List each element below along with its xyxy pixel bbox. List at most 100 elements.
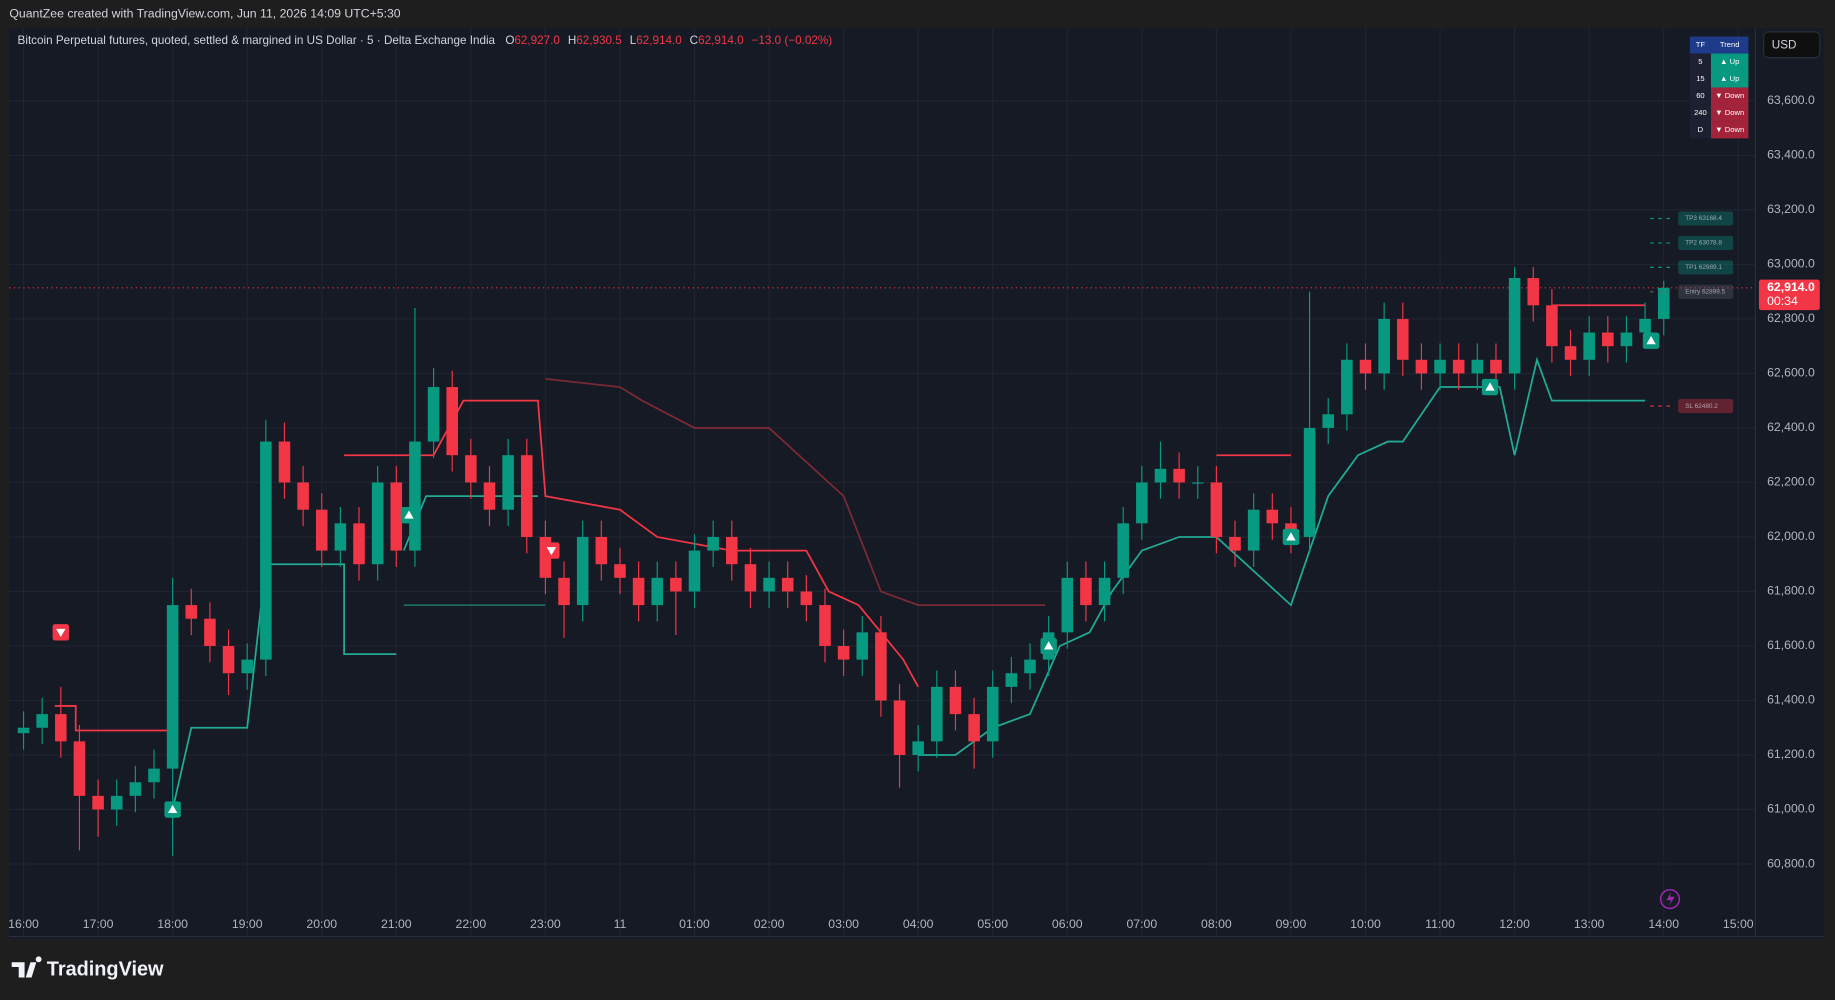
chart-panel <box>9 28 1824 939</box>
last-price-tag <box>1758 279 1820 311</box>
candle-body <box>800 591 813 606</box>
x-tick-label: 11 <box>614 917 627 931</box>
candle-body <box>55 714 67 742</box>
candle-body <box>465 455 477 483</box>
x-tick-label: 11:00 <box>1425 917 1455 931</box>
candle-body <box>781 577 794 592</box>
candle-body <box>1397 318 1409 360</box>
candle-body <box>1471 359 1484 374</box>
x-tick-label: 18:00 <box>157 917 188 931</box>
candle-body <box>1434 359 1446 374</box>
candle-body <box>185 605 198 619</box>
x-tick-label: 13:00 <box>1574 917 1605 931</box>
table-header: Trend <box>1720 40 1740 49</box>
credit: QuantZee created with TradingView.com, J… <box>9 7 400 21</box>
candle-body <box>1452 359 1465 374</box>
candle-body <box>1359 359 1372 374</box>
x-tick-label: 03:00 <box>828 917 859 931</box>
symbol: Bitcoin Perpetual futures, quoted, settl… <box>18 34 496 47</box>
l-value: 62,914.0 <box>636 34 682 47</box>
candle-body <box>744 564 757 592</box>
level-label-box <box>1678 211 1734 226</box>
candle-body <box>1191 482 1204 484</box>
candle-body <box>1583 332 1595 360</box>
y-tick-label: 63,600.0 <box>1767 93 1815 107</box>
signal-arrow <box>1043 641 1054 650</box>
candle-body <box>92 795 104 810</box>
candle-body <box>390 482 403 551</box>
alert-icon[interactable] <box>1659 888 1681 910</box>
candle-body <box>632 577 645 606</box>
candle-body <box>260 441 272 660</box>
y-tick-label: 62,400.0 <box>1767 420 1815 434</box>
c-value: 62,914.0 <box>698 34 744 47</box>
x-tick-label: 12:00 <box>1499 917 1530 931</box>
legend: Bitcoin Perpetual futures, quoted, settl… <box>18 34 833 47</box>
last-price-label: 62,914.0 <box>1767 280 1815 294</box>
x-tick-label: 04:00 <box>903 917 934 931</box>
candle-body <box>931 686 943 742</box>
y-tick-label: 62,800.0 <box>1767 311 1815 325</box>
candle-body <box>819 605 831 646</box>
candle-body <box>1527 278 1540 306</box>
candle-body <box>1136 482 1148 524</box>
signal-arrow <box>1485 382 1495 391</box>
candle-body <box>278 441 291 483</box>
table-tf: 60 <box>1696 91 1704 100</box>
candle-body <box>1173 468 1185 483</box>
x-tick-label: 23:00 <box>530 917 561 931</box>
x-tick-label: 20:00 <box>306 917 337 931</box>
x-tick-label: 17:00 <box>83 917 114 931</box>
table-header: TF <box>1696 40 1706 49</box>
y-tick-label: 61,200.0 <box>1767 747 1815 761</box>
x-tick-label: 22:00 <box>456 917 487 931</box>
y-tick-label: 62,600.0 <box>1767 366 1815 380</box>
indicator-line <box>545 378 1045 606</box>
h-label: H <box>568 34 576 47</box>
table-cell <box>1710 104 1749 122</box>
table-cell <box>1689 121 1711 139</box>
y-tick-label: 63,400.0 <box>1767 148 1815 162</box>
h-value: 62,930.5 <box>576 34 622 47</box>
candle-body <box>1341 359 1353 415</box>
candle-body <box>763 577 775 592</box>
candle-body <box>204 618 216 646</box>
signal-arrow <box>404 510 414 519</box>
y-tick-label: 63,200.0 <box>1767 202 1815 216</box>
candle-body <box>595 536 608 565</box>
candle-body <box>36 714 48 728</box>
candle-body <box>1602 332 1614 347</box>
currency-button[interactable] <box>1763 31 1821 59</box>
signal-arrow <box>1646 336 1656 345</box>
signal-arrow <box>167 804 178 814</box>
y-tick-label: 61,600.0 <box>1767 638 1815 652</box>
indicator-line <box>344 399 919 688</box>
candle-body <box>73 741 86 796</box>
candle-body <box>1564 346 1577 360</box>
candle-body <box>1098 577 1111 606</box>
x-tick-label: 08:00 <box>1201 917 1232 931</box>
level-label-box <box>1678 260 1734 275</box>
table-cell <box>1710 70 1749 88</box>
candle-body <box>446 387 458 456</box>
candle-body <box>1322 414 1335 428</box>
y-tick-label: 63,000.0 <box>1767 257 1815 271</box>
x-tick-label: 01:00 <box>679 917 710 931</box>
alert-bolt <box>1666 892 1675 907</box>
candle-body <box>334 523 347 551</box>
y-tick-label: 62,000.0 <box>1767 529 1815 543</box>
candle-body <box>1490 359 1502 374</box>
candle-body <box>1657 287 1670 319</box>
candle-body <box>17 727 30 734</box>
level-label-box <box>1678 284 1734 299</box>
candle-body <box>1620 332 1633 347</box>
table-trend: ▲ Up <box>1720 74 1739 83</box>
candle-body <box>110 795 123 810</box>
candle-body <box>856 632 869 660</box>
candle-body <box>241 659 253 674</box>
candle-body <box>427 387 440 442</box>
x-tick-label: 16:00 <box>8 917 39 931</box>
x-tick-label: 10:00 <box>1350 917 1381 931</box>
candle-body <box>1303 427 1316 537</box>
